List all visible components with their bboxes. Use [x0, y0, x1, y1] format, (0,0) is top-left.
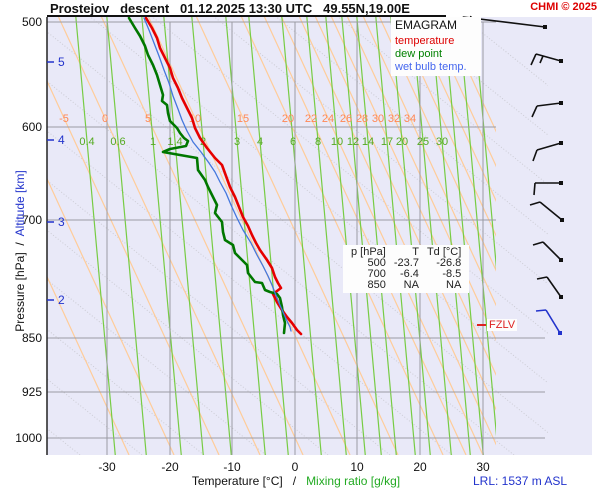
cell-p-850: 850	[367, 279, 386, 291]
mixing-ratio-lines	[75, 17, 496, 455]
y-axis-separator: /	[13, 236, 27, 253]
cell-t-850: NA	[403, 279, 419, 291]
svg-text:0: 0	[102, 113, 108, 125]
sounding-data-table: p [hPa] T Td [°C] 500 -23.7 -26.8 700 -6…	[343, 245, 470, 293]
svg-text:17: 17	[381, 136, 393, 148]
svg-text:34: 34	[404, 113, 416, 125]
temperature-tick-labels: -30 -20 -10 0 10 20 30	[98, 460, 490, 474]
svg-text:5: 5	[58, 55, 65, 69]
svg-text:20: 20	[413, 460, 427, 474]
x-axis-title: Temperature [°C] / Mixing ratio [g/kg]	[0, 474, 592, 488]
svg-text:28: 28	[356, 113, 368, 125]
altitude-tick-labels: 5 4 3 2	[47, 55, 65, 307]
svg-text:30: 30	[476, 460, 490, 474]
legend-item-temperature: temperature	[395, 35, 455, 47]
y-axis-title: Pressure [hPa] / Altitude [km]	[13, 126, 27, 376]
svg-text:14: 14	[362, 136, 374, 148]
svg-text:4: 4	[257, 136, 263, 148]
x-axis-separator: /	[282, 474, 307, 488]
cell-t-500: -23.7	[393, 257, 419, 269]
x-axis-temperature-label: Temperature [°C]	[191, 474, 283, 488]
svg-text:24: 24	[322, 113, 334, 125]
x-axis-mixing-ratio-label: Mixing ratio [g/kg]	[306, 474, 401, 488]
svg-text:3: 3	[234, 136, 240, 148]
cell-td-700: -8.5	[442, 268, 462, 280]
svg-text:12: 12	[347, 136, 359, 148]
svg-text:-30: -30	[98, 460, 116, 474]
legend-title: EMAGRAM	[395, 18, 458, 32]
table-header-row: p [hPa] T Td [°C]	[347, 247, 465, 258]
svg-text:-20: -20	[161, 460, 179, 474]
page-title: Prostejov descent 01.12.2025 13:30 UTC 4…	[50, 1, 410, 16]
cell-p-700: 700	[367, 268, 386, 280]
sounding-curves	[127, 16, 303, 336]
legend-item-dew-point: dew point	[395, 48, 443, 60]
plot-background	[47, 17, 592, 455]
copyright-label: CHMI © 2025	[530, 1, 597, 13]
mixing-ratio-labels: 0.4 0.6 1 1.4 2 3 4 6 8 10 12 14 17 20 25 30	[79, 136, 448, 148]
svg-text:25: 25	[417, 136, 429, 148]
svg-text:1: 1	[150, 136, 156, 148]
svg-text:20: 20	[282, 113, 294, 125]
cell-td-850: NA	[446, 279, 462, 291]
svg-text:22: 22	[305, 113, 317, 125]
svg-text:850: 850	[22, 331, 42, 345]
pressure-gridlines	[47, 21, 545, 439]
svg-text:-10: -10	[223, 460, 241, 474]
svg-text:600: 600	[22, 120, 42, 134]
table-row: 500 -23.7 -26.8	[347, 258, 465, 269]
pressure-tick-labels: 500 600 700 850 925 1000	[15, 15, 42, 445]
svg-text:8: 8	[315, 136, 321, 148]
cell-td-500: -26.8	[436, 257, 462, 269]
svg-text:5: 5	[145, 113, 151, 125]
svg-text:1.4: 1.4	[167, 136, 182, 148]
wind-barbs	[457, 15, 564, 335]
svg-text:4: 4	[58, 133, 65, 147]
svg-text:20: 20	[396, 136, 408, 148]
svg-text:6: 6	[290, 136, 296, 148]
legend-item-wet-bulb: wet bulb temp.	[395, 61, 467, 73]
isotherm-labels: -5 0 5 10 15 20 22 24 26 28 30 32 34	[59, 113, 416, 125]
col-header-dewpoint: Td [°C]	[426, 246, 462, 258]
svg-text:3: 3	[58, 215, 65, 229]
legend-box: EMAGRAM temperature dew point wet bulb t…	[391, 17, 481, 76]
svg-text:0.4: 0.4	[79, 136, 94, 148]
fzlv-label: FZLV	[487, 319, 518, 331]
svg-text:0.6: 0.6	[110, 136, 125, 148]
fzlv-dash-icon	[477, 324, 486, 326]
table-row: 700 -6.4 -8.5	[347, 269, 465, 280]
cell-p-500: 500	[367, 257, 386, 269]
svg-text:32: 32	[388, 113, 400, 125]
temperature-gridlines	[106, 22, 484, 455]
svg-text:10: 10	[331, 136, 343, 148]
y-axis-altitude-label: Altitude [km]	[13, 170, 27, 237]
svg-text:1000: 1000	[15, 431, 42, 445]
col-header-temp: T	[412, 246, 419, 258]
wet-bulb-curve	[143, 17, 292, 332]
table-row: 850 NA NA	[347, 280, 465, 291]
lrl-annotation: LRL: 1537 m ASL	[473, 474, 568, 488]
freezing-level-marker: FZLV	[477, 319, 518, 331]
svg-text:700: 700	[22, 213, 42, 227]
cell-t-700: -6.4	[399, 268, 419, 280]
svg-text:0: 0	[292, 460, 299, 474]
col-header-pressure: p [hPa]	[351, 246, 386, 258]
svg-text:500: 500	[22, 15, 42, 29]
dew-point-curve	[127, 16, 287, 335]
svg-text:15: 15	[237, 113, 249, 125]
svg-text:30: 30	[436, 136, 448, 148]
svg-text:26: 26	[340, 113, 352, 125]
svg-text:10: 10	[350, 460, 364, 474]
y-axis-pressure-label: Pressure [hPa]	[13, 252, 27, 332]
svg-text:-5: -5	[59, 113, 69, 125]
svg-text:925: 925	[22, 385, 42, 399]
svg-text:30: 30	[372, 113, 384, 125]
svg-text:2: 2	[58, 293, 65, 307]
